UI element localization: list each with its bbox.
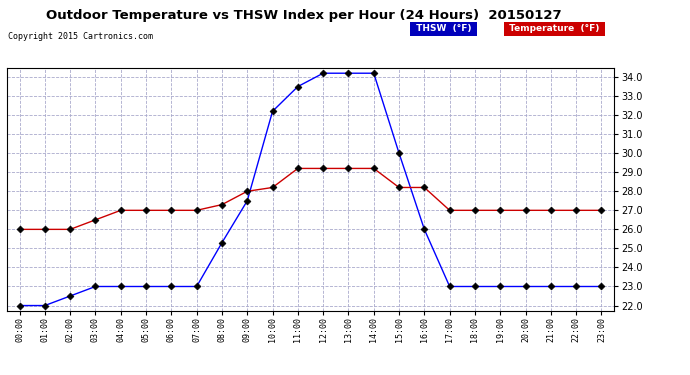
Text: Outdoor Temperature vs THSW Index per Hour (24 Hours)  20150127: Outdoor Temperature vs THSW Index per Ho… (46, 9, 562, 22)
Text: THSW  (°F): THSW (°F) (413, 24, 474, 33)
Text: Copyright 2015 Cartronics.com: Copyright 2015 Cartronics.com (8, 32, 153, 41)
Text: Temperature  (°F): Temperature (°F) (506, 24, 602, 33)
